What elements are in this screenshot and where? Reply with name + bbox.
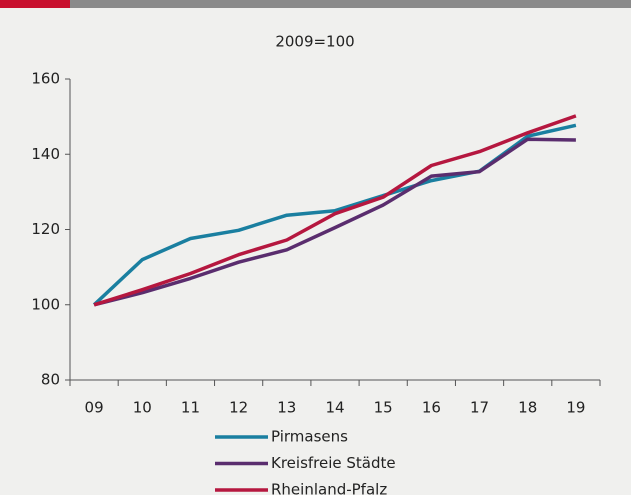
x-tick-label: 11 [181, 399, 200, 417]
y-tick-label: 160 [31, 70, 60, 88]
x-tick-label: 17 [470, 399, 489, 417]
x-tick-label: 10 [133, 399, 152, 417]
legend-label: Kreisfreie Städte [271, 454, 396, 472]
chart-title: 2009=100 [275, 33, 354, 51]
x-tick-label: 18 [518, 399, 537, 417]
series-line [93, 114, 577, 307]
x-tick-label: 09 [85, 399, 104, 417]
x-tick-label: 16 [422, 399, 441, 417]
y-tick-label: 120 [31, 220, 60, 238]
x-tick-label: 15 [374, 399, 393, 417]
header-bar [70, 0, 631, 8]
series-line [93, 137, 576, 307]
header-accent [0, 0, 70, 8]
x-tick-label: 13 [277, 399, 296, 417]
legend-label: Rheinland-Pfalz [271, 481, 387, 495]
x-tick-label: 14 [325, 399, 344, 417]
x-tick-label: 19 [566, 399, 585, 417]
x-tick-label: 12 [229, 399, 248, 417]
y-tick-label: 80 [41, 371, 60, 389]
y-tick-label: 140 [31, 145, 60, 163]
y-tick-label: 100 [31, 295, 60, 313]
legend-label: Pirmasens [271, 428, 348, 446]
